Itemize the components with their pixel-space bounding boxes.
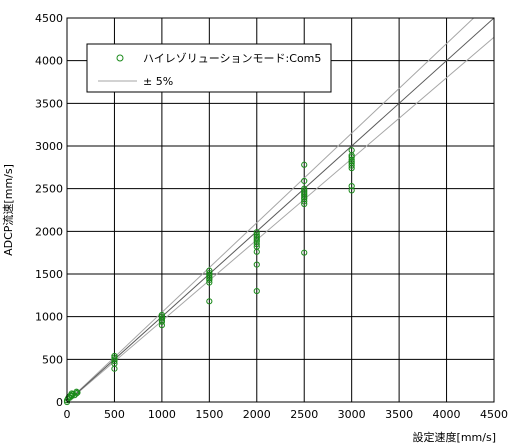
data-point [158,313,165,320]
data-point [206,298,213,305]
data-point [348,156,355,163]
y-tick-label: 1500 [35,268,63,281]
data-point [206,271,213,278]
y-tick-label: 3500 [35,97,63,110]
tolerance-line [67,18,475,402]
tolerance-line [67,36,494,402]
y-tick-label: 500 [42,353,63,366]
data-point [253,229,260,236]
reference-lines [67,18,494,402]
data-point [206,273,213,280]
legend-label-ref: ± 5% [143,75,173,88]
data-point [73,388,80,395]
data-point [301,249,308,256]
data-point [348,147,355,154]
data-point [348,158,355,165]
y-tick-label: 0 [56,396,63,409]
data-point [348,153,355,161]
data-point [206,267,213,274]
data-point [111,354,118,361]
data-point [348,187,355,194]
data-point [301,188,308,196]
data-point [348,183,355,190]
data-point [253,231,260,238]
data-point [73,390,80,397]
data-point [253,261,260,268]
x-tick-label: 4500 [480,408,508,421]
data-point [111,360,118,367]
plot-frame [66,17,495,403]
x-tick-label: 4000 [433,408,461,421]
x-tick-label: 1500 [195,408,223,421]
data-point [301,198,308,205]
data-point [74,389,81,396]
data-point [158,311,165,319]
data-point [301,161,308,168]
identity-line [67,18,494,402]
data-point [158,315,165,322]
y-tick-label: 3000 [35,140,63,153]
y-tick-labels: 0 500 1000 1500 2000 2500 3000 3500 4000 4500 [35,12,63,409]
x-tick-label: 3000 [338,408,366,421]
x-tick-label: 2500 [290,408,318,421]
y-axis-title: ADCP流速[mm/s] [1,164,15,256]
y-tick-label: 1000 [35,311,63,324]
data-point [253,233,260,240]
x-tick-label: 1000 [148,408,176,421]
y-tick-label: 4500 [35,12,63,25]
data-point [253,241,260,248]
data-point [111,352,118,360]
legend: ハイレゾリューションモード:Com5 ± 5% [86,43,332,93]
data-point [301,177,308,185]
x-tick-label: 0 [64,408,71,421]
x-tick-label: 3500 [385,408,413,421]
data-point [301,185,308,192]
data-point [253,287,260,295]
x-tick-labels: 0 500 1000 1500 2000 2500 3000 3500 4000 4500 [64,408,508,421]
data-point [253,235,260,242]
data-point [111,356,118,363]
legend-label-series: ハイレゾリューションモード:Com5 [143,52,321,65]
x-axis-title: 設定速度[mm/s] [413,430,496,444]
data-point [348,159,355,167]
data-point [301,187,308,194]
data-point [348,162,355,169]
y-tick-label: 4000 [35,55,63,68]
x-tick-label: 2000 [243,408,271,421]
legend-marker-circle [116,54,124,62]
data-point [206,279,213,286]
legend-box [86,43,332,93]
x-tick-label: 500 [104,408,125,421]
y-tick-label: 2500 [35,183,63,196]
data-point [206,270,213,277]
y-tick-label: 2000 [35,225,63,238]
